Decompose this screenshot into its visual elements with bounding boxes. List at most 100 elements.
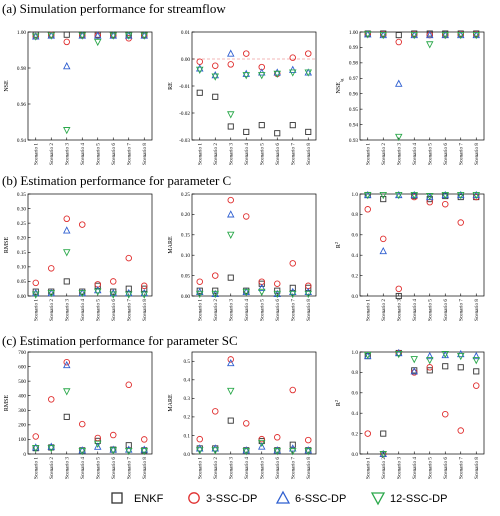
marker-12-ssc-dp bbox=[289, 69, 297, 77]
marker-3-ssc-dp bbox=[227, 61, 234, 68]
marker-12-ssc-dp bbox=[379, 191, 387, 200]
marker-6-ssc-dp bbox=[472, 351, 480, 360]
x-tick-label: Scenario 1 bbox=[34, 299, 40, 321]
x-tick-label: Scenario 5 bbox=[260, 299, 266, 321]
marker-12-ssc-dp bbox=[63, 127, 71, 135]
marker-enkf bbox=[125, 285, 132, 292]
marker-12-ssc-dp bbox=[304, 448, 312, 456]
marker-enkf bbox=[125, 442, 132, 449]
x-tick-label: Scenario 1 bbox=[198, 143, 204, 165]
y-tick-label: 0.20 bbox=[17, 236, 26, 242]
section-title-b: (b) Estimation performance for parameter… bbox=[2, 173, 231, 188]
marker-12-ssc-dp bbox=[289, 290, 297, 299]
marker-12-ssc-dp bbox=[32, 445, 40, 453]
marker-enkf bbox=[48, 444, 55, 451]
x-tick-label: Scenario 5 bbox=[96, 299, 102, 321]
plot-frame bbox=[191, 31, 317, 141]
plot-frame bbox=[191, 351, 317, 455]
y-tick-label: 0.0 bbox=[184, 452, 191, 458]
marker-3-ssc-dp bbox=[48, 396, 55, 403]
x-tick-label: Scenario 3 bbox=[229, 457, 235, 479]
marker-enkf bbox=[63, 31, 70, 38]
marker-3-ssc-dp bbox=[32, 279, 40, 287]
panel-c-R2: 0.0 0.2 0.4 0.6 0.8 1.0 Scenario 1 Scenario 2 Sc… bbox=[334, 348, 485, 479]
marker-3-ssc-dp bbox=[411, 369, 418, 376]
marker-12-ssc-dp bbox=[211, 290, 219, 299]
y-tick-label: 0.97 bbox=[349, 76, 358, 82]
x-tick-label: Scenario 8 bbox=[142, 299, 148, 321]
y-tick-label: 0.6 bbox=[352, 233, 359, 239]
marker-enkf bbox=[141, 447, 148, 454]
y-tick-label: 0.98 bbox=[349, 61, 358, 67]
marker-12-ssc-dp bbox=[211, 447, 219, 455]
marker-3-ssc-dp bbox=[32, 433, 40, 440]
x-tick-label: Scenario 8 bbox=[142, 457, 148, 479]
marker-3-ssc-dp bbox=[78, 221, 86, 228]
x-tick-label: Scenario 1 bbox=[34, 457, 40, 479]
x-tick-label: Scenario 2 bbox=[49, 143, 55, 165]
marker-3-ssc-dp bbox=[211, 272, 219, 279]
y-tick-label: 0.01 bbox=[181, 30, 190, 36]
x-tick-label: Scenario 5 bbox=[428, 457, 434, 479]
x-tick-label: Scenario 5 bbox=[96, 457, 102, 479]
marker-12-ssc-dp bbox=[78, 448, 86, 456]
marker-12-ssc-dp bbox=[273, 70, 281, 79]
y-tick-label: 0.0 bbox=[352, 452, 359, 458]
y-tick-label: 0.10 bbox=[17, 265, 26, 271]
legend-item-3-ssc-dp: 3-SSC-DP bbox=[188, 492, 257, 505]
x-tick-label: Scenario 6 bbox=[275, 299, 281, 321]
marker-12-ssc-dp bbox=[63, 249, 71, 257]
x-tick-label: Scenario 7 bbox=[291, 457, 297, 479]
y-tick-label: 0.00 bbox=[181, 57, 190, 63]
marker-3-ssc-dp bbox=[442, 200, 449, 208]
x-tick-label: Scenario 8 bbox=[306, 143, 312, 165]
y-tick-label: 1.00 bbox=[349, 30, 358, 36]
y-tick-label: 0.00 bbox=[17, 294, 26, 300]
x-tick-label: Scenario 7 bbox=[459, 457, 465, 479]
marker-12-ssc-dp bbox=[140, 32, 148, 40]
x-tick-label: Scenario 6 bbox=[275, 143, 281, 165]
x-tick-label: Scenario 2 bbox=[381, 143, 387, 165]
x-tick-label: Scenario 8 bbox=[306, 299, 312, 321]
marker-3-ssc-dp bbox=[196, 58, 203, 65]
marker-12-ssc-dp bbox=[140, 291, 148, 299]
x-tick-label: Scenario 1 bbox=[198, 299, 204, 321]
marker-6-ssc-dp bbox=[258, 283, 266, 291]
y-tick-label: 1.00 bbox=[17, 30, 26, 36]
marker-3-ssc-dp bbox=[227, 196, 234, 204]
y-axis-label: RE bbox=[168, 82, 174, 90]
y-tick-label: 0.4 bbox=[184, 378, 191, 384]
marker-3-ssc-dp bbox=[426, 364, 434, 371]
marker-enkf bbox=[442, 363, 449, 370]
marker-enkf bbox=[473, 368, 480, 375]
marker-12-ssc-dp bbox=[472, 32, 480, 40]
x-tick-label: Scenario 4 bbox=[80, 299, 86, 321]
marker-enkf bbox=[289, 122, 296, 129]
marker-6-ssc-dp bbox=[227, 210, 235, 218]
marker-12-ssc-dp bbox=[441, 32, 449, 40]
marker-6-ssc-dp bbox=[379, 246, 387, 255]
marker-12-ssc-dp bbox=[457, 191, 465, 200]
x-tick-label: Scenario 2 bbox=[213, 299, 219, 321]
x-tick-label: Scenario 5 bbox=[428, 299, 434, 321]
marker-6-ssc-dp bbox=[47, 442, 55, 450]
marker-12-ssc-dp bbox=[47, 32, 55, 40]
x-tick-label: Scenario 1 bbox=[198, 457, 204, 479]
plot-frame bbox=[359, 193, 485, 297]
marker-6-ssc-dp bbox=[140, 445, 148, 453]
marker-12-ssc-dp bbox=[410, 191, 418, 200]
marker-6-ssc-dp bbox=[125, 288, 133, 297]
y-tick-label: 0.96 bbox=[17, 102, 26, 108]
x-tick-label: Scenario 2 bbox=[381, 457, 387, 479]
marker-12-ssc-dp bbox=[472, 357, 480, 365]
marker-12-ssc-dp bbox=[78, 32, 86, 40]
y-tick-label: 0.2 bbox=[352, 431, 359, 437]
x-tick-label: Scenario 5 bbox=[260, 457, 266, 479]
x-tick-label: Scenario 2 bbox=[49, 299, 55, 321]
y-tick-label: 0.2 bbox=[352, 273, 359, 279]
marker-3-ssc-dp bbox=[140, 282, 148, 290]
marker-enkf bbox=[395, 32, 402, 39]
marker-12-ssc-dp bbox=[227, 387, 235, 396]
y-tick-label: 0.1 bbox=[184, 433, 191, 439]
